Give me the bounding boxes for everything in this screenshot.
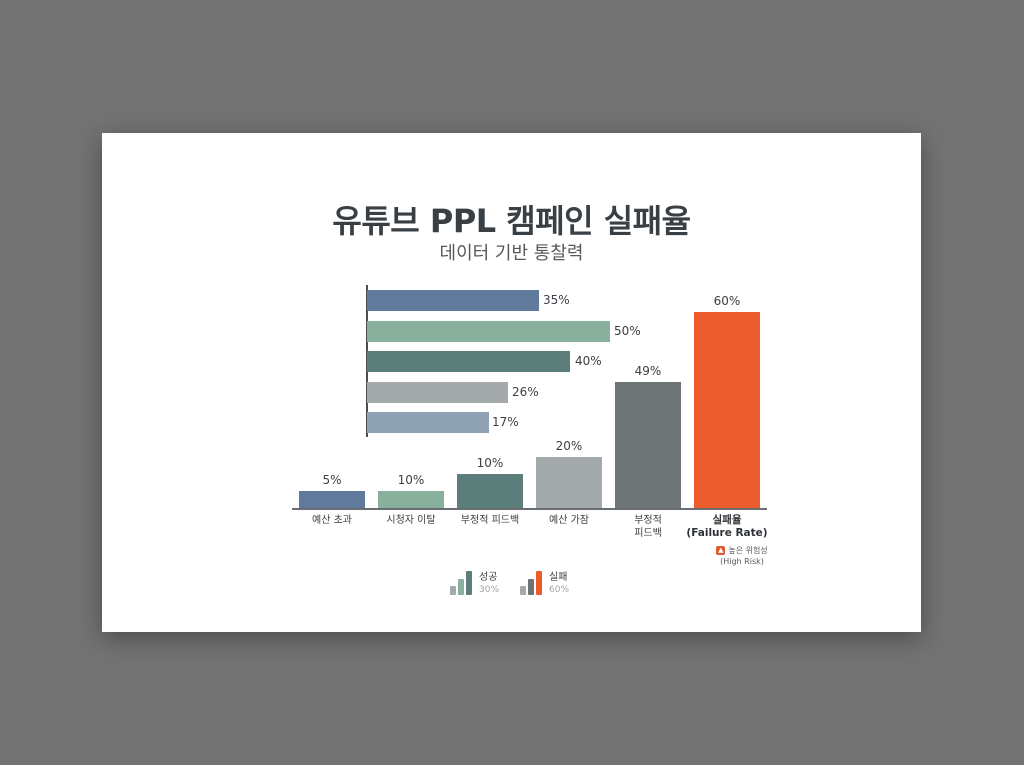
vbar-budget-overrun [299,491,365,508]
vbar-value: 5% [322,473,342,487]
vbar-label: 예산 가잠 [549,515,589,526]
chart-title: 유튜브 PPL 캠페인 실패율 [332,202,691,240]
fire-icon: ▲ [716,546,726,555]
vbar-failure-rate [694,312,760,508]
vbar-value: 49% [634,364,662,378]
hbar-value: 17% [492,415,519,429]
hbar-high-risk [367,412,489,433]
chart-subtitle: 데이터 기반 통찰력 [439,243,584,264]
vertical-chart-baseline [292,508,767,510]
hbar-viewer-dropoff [367,321,610,342]
vbar-negative-feedback-2 [615,382,681,508]
vbar-label-failure-rate: 실패율 (Failure Rate) [686,514,768,539]
hbar-budget-overrun [367,290,539,311]
vbar-negative-feedback [457,474,523,508]
hbar-value: 40% [575,354,602,368]
bar-chart-icon [520,569,544,595]
hbar-negative-feedback-2 [367,382,508,403]
hbar-value: 26% [512,385,539,399]
horizontal-chart-axis [366,285,368,437]
vbar-label: 부정적 피드백 [634,515,662,539]
vbar-value: 60% [713,294,741,308]
vbar-value: 10% [476,456,504,470]
vbar-label: 부정적 피드백 [460,515,520,526]
chart-card: 유튜브 PPL 캠페인 실패율 데이터 기반 통찰력 예산 초과 (Budget… [102,133,921,632]
hbar-negative-feedback [367,351,570,372]
hbar-value: 35% [543,293,570,307]
hbar-value: 50% [614,324,641,338]
bar-chart-icon [450,569,474,595]
high-risk-note: ▲ 높은 위험성 (High Risk) [716,546,768,566]
vbar-budget-2 [536,457,602,508]
vbar-label: 시청자 이탈 [386,515,436,526]
vbar-value: 20% [555,439,583,453]
vbar-value: 10% [397,473,425,487]
vbar-viewer-dropoff [378,491,444,508]
vbar-label: 예산 초과 [312,515,352,526]
